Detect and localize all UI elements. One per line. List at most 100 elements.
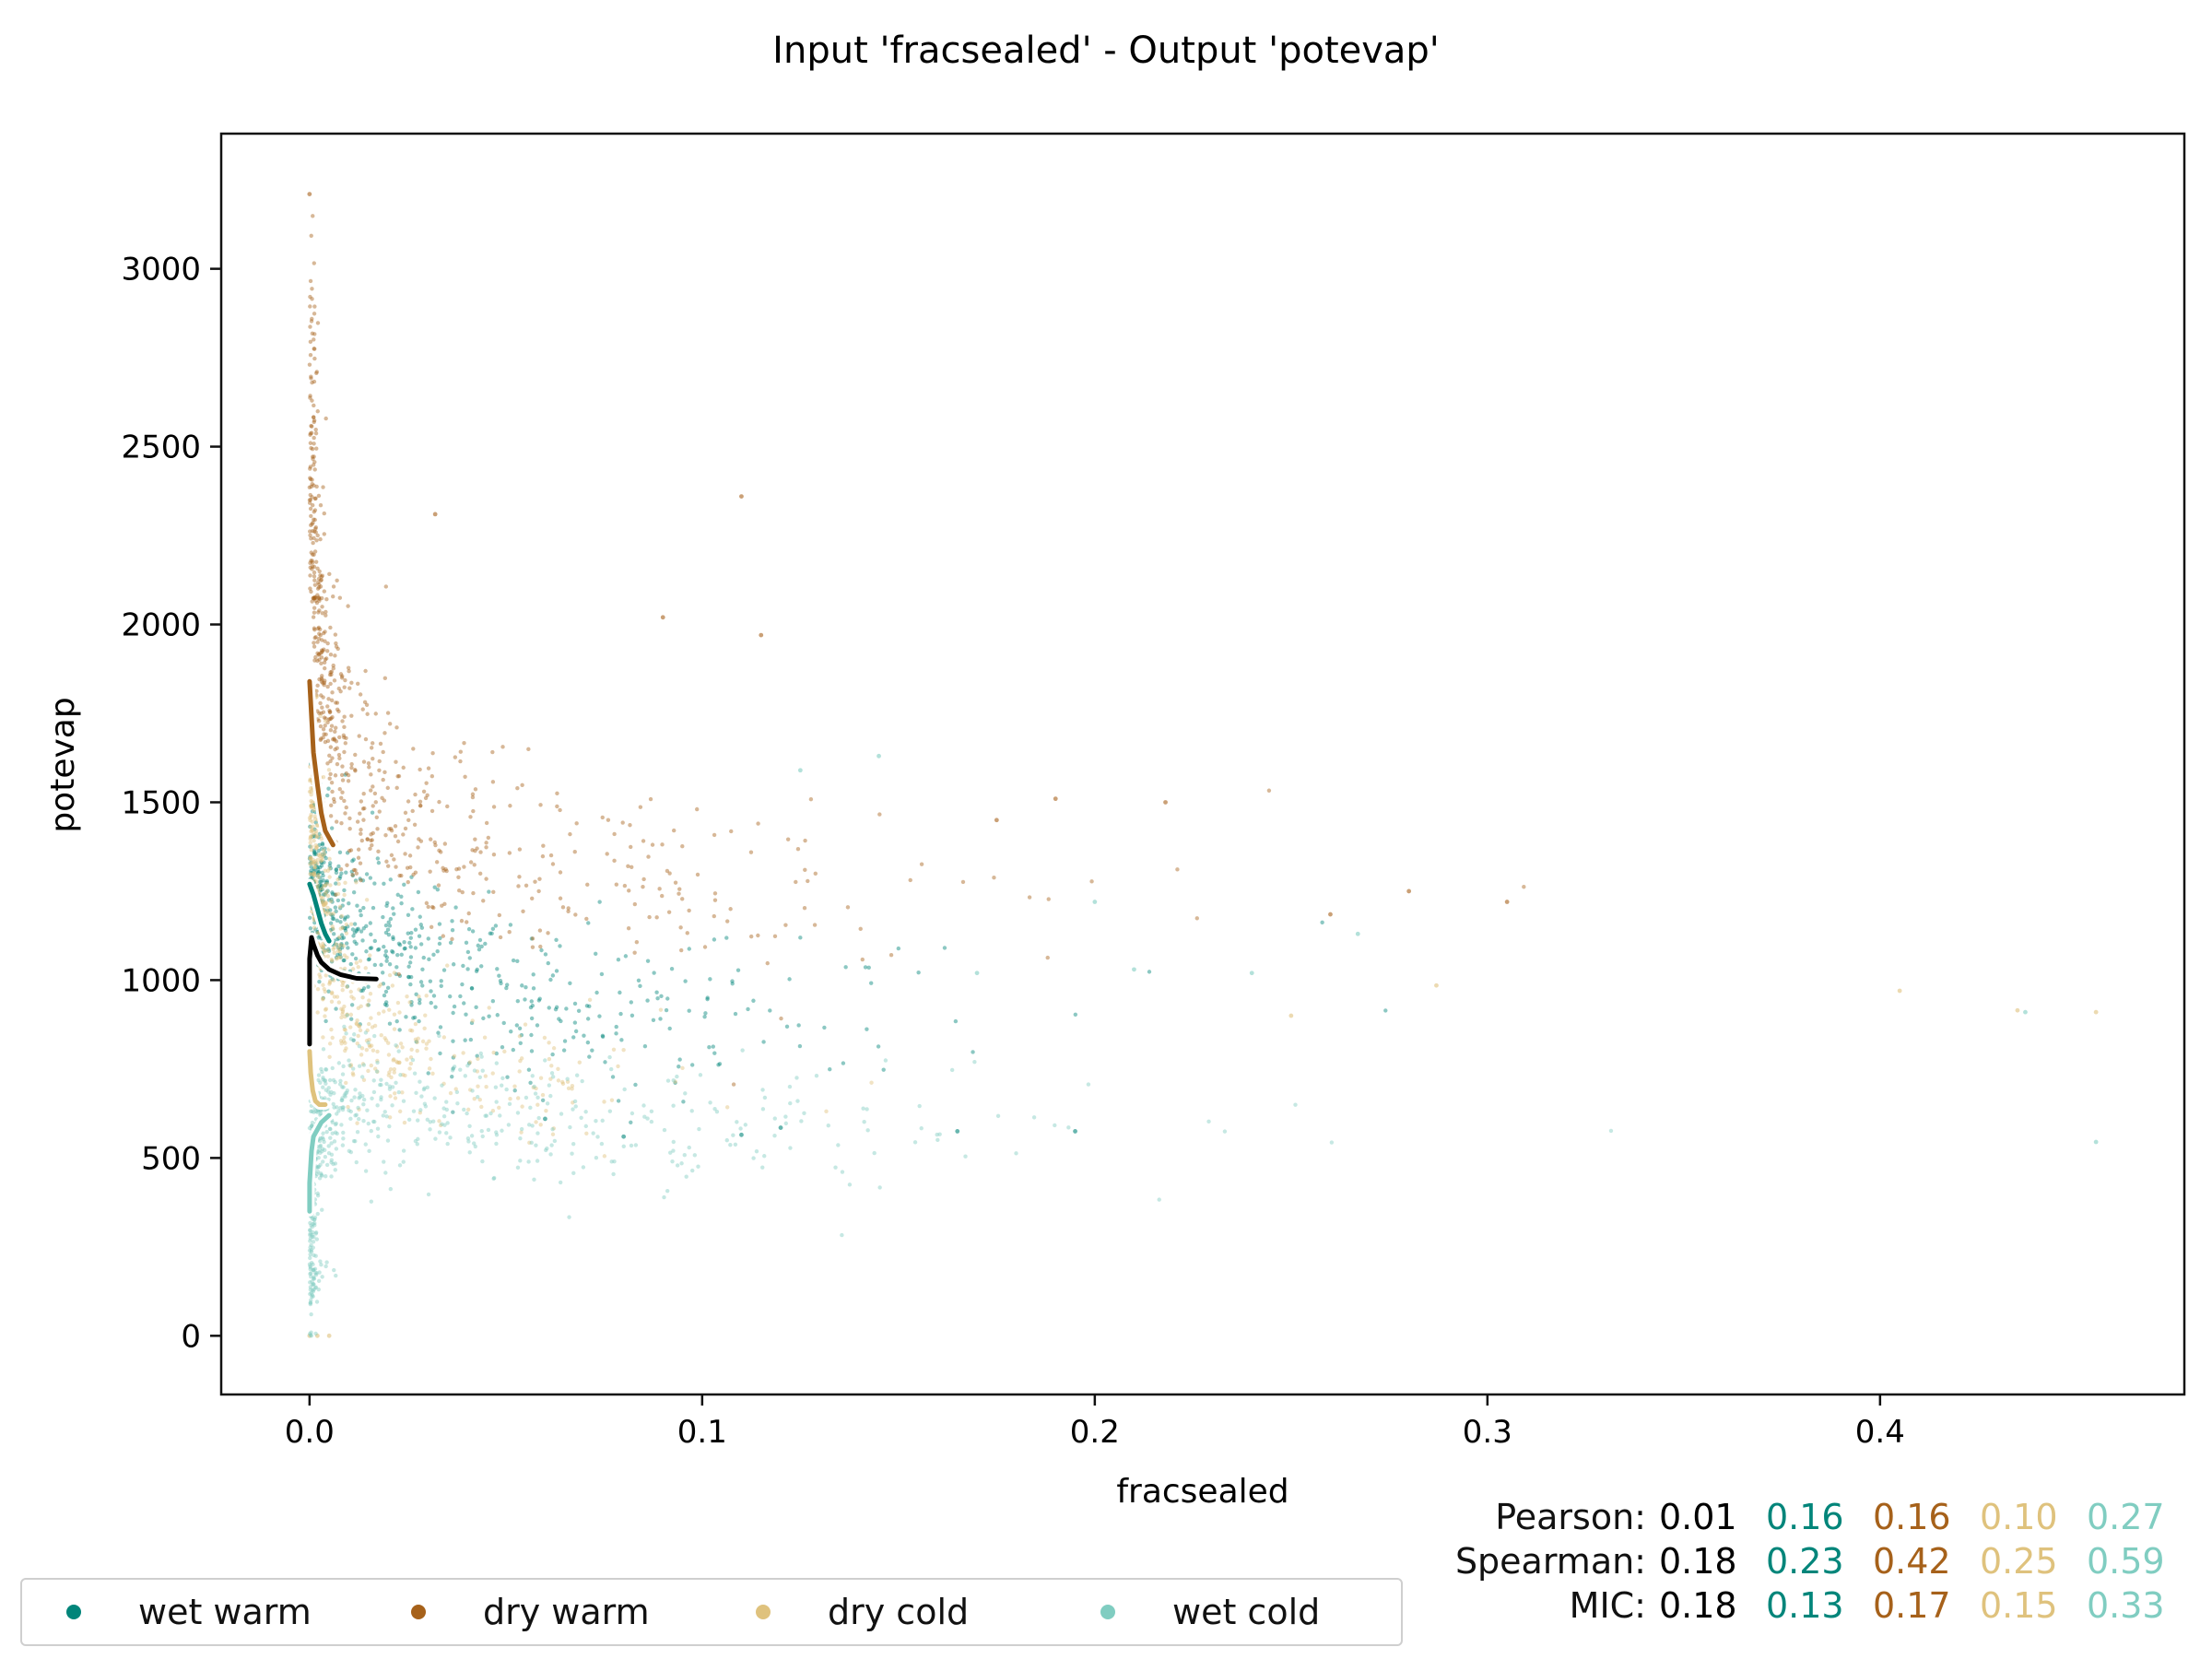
point-dry-cold bbox=[570, 1087, 574, 1091]
point-wet-warm bbox=[309, 871, 313, 876]
point-wet-cold bbox=[312, 1266, 318, 1272]
point-wet-warm bbox=[687, 947, 691, 951]
point-dry-warm bbox=[481, 899, 486, 903]
point-dry-warm bbox=[324, 656, 329, 661]
point-wet-cold bbox=[308, 1236, 313, 1241]
point-dry-warm bbox=[315, 409, 320, 414]
point-wet-warm bbox=[450, 1074, 454, 1079]
point-dry-warm bbox=[412, 822, 418, 827]
point-wet-warm bbox=[320, 887, 324, 892]
point-dry-cold bbox=[335, 957, 339, 961]
point-wet-cold bbox=[311, 1282, 316, 1287]
point-dry-warm bbox=[667, 871, 672, 876]
point-wet-warm bbox=[402, 882, 406, 888]
point-wet-warm bbox=[413, 946, 418, 950]
point-dry-warm bbox=[629, 865, 634, 870]
point-wet-warm bbox=[733, 1011, 738, 1017]
point-dry-warm bbox=[309, 484, 313, 489]
point-wet-cold bbox=[353, 1139, 358, 1144]
point-dry-cold bbox=[354, 960, 359, 965]
point-wet-cold bbox=[315, 1191, 320, 1196]
point-wet-cold bbox=[333, 1080, 337, 1085]
point-dry-warm bbox=[324, 613, 328, 618]
point-wet-warm bbox=[597, 900, 602, 904]
point-dry-cold bbox=[325, 954, 331, 959]
point-wet-cold bbox=[313, 1271, 318, 1276]
point-dry-cold bbox=[549, 1064, 554, 1068]
point-wet-cold bbox=[675, 1163, 680, 1168]
point-wet-warm bbox=[429, 989, 433, 994]
point-dry-cold bbox=[336, 881, 341, 887]
point-dry-cold bbox=[350, 967, 356, 971]
point-wet-warm bbox=[585, 1017, 591, 1021]
point-dry-warm bbox=[325, 684, 330, 689]
point-wet-cold bbox=[937, 1132, 942, 1136]
point-dry-warm bbox=[312, 574, 317, 579]
point-dry-warm bbox=[748, 850, 754, 854]
point-wet-cold bbox=[341, 1130, 346, 1135]
point-dry-cold bbox=[308, 779, 312, 783]
point-wet-warm bbox=[309, 873, 314, 878]
point-wet-warm bbox=[705, 995, 710, 1000]
stat-label: Spearman: bbox=[1454, 1541, 1646, 1582]
point-wet-cold bbox=[369, 1128, 373, 1134]
point-wet-warm bbox=[461, 963, 465, 969]
point-dry-cold bbox=[407, 1066, 412, 1071]
point-wet-warm bbox=[841, 1061, 846, 1065]
point-wet-warm bbox=[348, 961, 353, 967]
point-wet-cold bbox=[441, 1113, 447, 1119]
point-wet-cold bbox=[802, 1111, 806, 1116]
point-wet-cold bbox=[314, 1237, 320, 1241]
point-wet-cold bbox=[327, 1126, 333, 1132]
point-dry-cold bbox=[437, 1119, 441, 1124]
point-wet-warm bbox=[315, 865, 320, 870]
point-dry-warm bbox=[641, 839, 646, 843]
point-wet-warm bbox=[468, 1037, 474, 1042]
point-wet-cold bbox=[345, 1088, 350, 1093]
point-dry-warm bbox=[423, 795, 429, 801]
point-wet-cold bbox=[331, 1101, 335, 1107]
point-dry-warm bbox=[1522, 885, 1526, 889]
point-wet-cold bbox=[396, 1049, 401, 1053]
point-wet-cold bbox=[370, 1096, 374, 1101]
point-dry-warm bbox=[919, 862, 924, 866]
point-dry-warm bbox=[558, 896, 563, 900]
point-dry-cold bbox=[387, 1115, 393, 1120]
point-dry-cold bbox=[427, 1066, 432, 1071]
point-dry-cold bbox=[345, 984, 349, 989]
point-dry-warm bbox=[508, 804, 512, 808]
point-dry-warm bbox=[334, 725, 338, 730]
point-wet-cold bbox=[862, 1120, 866, 1124]
point-wet-warm bbox=[334, 942, 339, 947]
point-wet-warm bbox=[366, 957, 371, 962]
point-dry-warm bbox=[312, 596, 316, 601]
point-dry-warm bbox=[395, 839, 401, 844]
point-wet-warm bbox=[546, 960, 550, 966]
point-dry-warm bbox=[320, 677, 324, 682]
point-dry-warm bbox=[424, 781, 429, 785]
point-wet-cold bbox=[324, 1067, 329, 1072]
point-wet-warm bbox=[382, 945, 386, 949]
point-wet-cold bbox=[760, 1107, 766, 1112]
point-wet-cold bbox=[365, 1108, 370, 1112]
point-dry-warm bbox=[405, 865, 410, 870]
point-wet-warm bbox=[562, 1039, 568, 1043]
point-dry-warm bbox=[484, 841, 488, 845]
point-dry-warm bbox=[334, 700, 338, 705]
point-wet-warm bbox=[645, 998, 650, 1003]
point-dry-cold bbox=[320, 854, 325, 859]
point-wet-cold bbox=[571, 1107, 575, 1112]
point-dry-warm bbox=[347, 686, 352, 690]
point-wet-cold bbox=[371, 1089, 377, 1095]
point-wet-warm bbox=[614, 1031, 618, 1036]
point-wet-cold bbox=[567, 1215, 571, 1219]
point-dry-warm bbox=[309, 376, 313, 381]
point-dry-cold bbox=[330, 959, 335, 963]
point-dry-warm bbox=[450, 936, 454, 942]
point-dry-warm bbox=[572, 849, 577, 854]
point-dry-warm bbox=[308, 476, 312, 480]
point-dry-warm bbox=[329, 669, 335, 675]
point-wet-cold bbox=[649, 1119, 654, 1124]
point-wet-cold bbox=[335, 1112, 339, 1116]
point-wet-cold bbox=[500, 1083, 504, 1088]
